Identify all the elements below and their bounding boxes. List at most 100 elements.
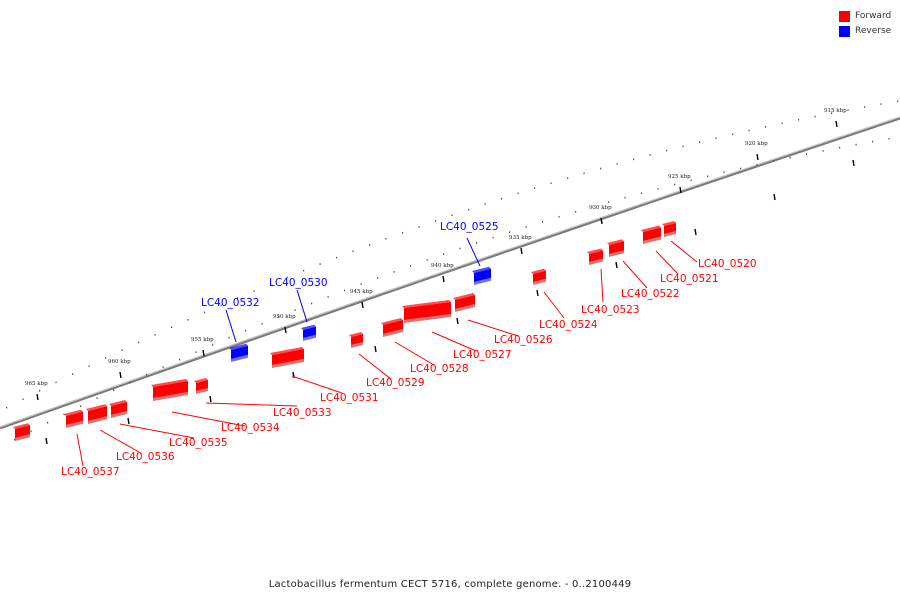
major-tick xyxy=(442,275,445,283)
minor-tick-lower xyxy=(96,397,98,400)
minor-tick-lower xyxy=(756,163,758,166)
gene-feature[interactable] xyxy=(109,400,127,418)
gene-shadow xyxy=(383,329,403,337)
gene-body xyxy=(589,250,603,262)
minor-tick-upper xyxy=(847,109,849,111)
gene-label[interactable]: LC40_0537 xyxy=(61,466,120,478)
leader-line xyxy=(467,319,519,337)
gene-label[interactable]: LC40_0528 xyxy=(410,363,469,375)
gene-label[interactable]: LC40_0536 xyxy=(116,451,175,463)
gene-feature[interactable] xyxy=(402,300,451,323)
gene-feature-unlabeled[interactable] xyxy=(13,423,30,441)
gene-labels: LC40_0520 LC40_0521 LC40_0522 LC40_0523 LC40… xyxy=(61,221,757,478)
gene-shadow xyxy=(196,388,208,394)
gene-label[interactable]: LC40_0530 xyxy=(269,277,328,289)
gene-feature[interactable] xyxy=(64,409,83,428)
gene-feature[interactable] xyxy=(531,268,546,285)
gene-feature[interactable] xyxy=(270,347,304,368)
tick-label: 945 kbp xyxy=(350,289,373,295)
gene-feature[interactable] xyxy=(229,343,248,362)
gene-label[interactable]: LC40_0534 xyxy=(221,422,280,434)
gene-top xyxy=(641,225,661,232)
gene-label[interactable]: LC40_0525 xyxy=(440,221,499,233)
gene-top xyxy=(270,347,304,355)
minor-tick-lower xyxy=(30,430,32,432)
minor-tick-upper xyxy=(765,126,767,128)
major-tick xyxy=(361,301,364,309)
minor-tick-upper xyxy=(402,231,404,234)
minor-tick-upper xyxy=(633,158,635,161)
gene-top xyxy=(229,343,248,350)
genome-caption: Lactobacillus fermentum CECT 5716, compl… xyxy=(268,579,632,590)
gene-label[interactable]: LC40_0532 xyxy=(201,297,260,309)
gene-label[interactable]: LC40_0524 xyxy=(539,319,598,331)
gene-feature[interactable] xyxy=(194,378,208,394)
minor-tick-lower xyxy=(14,438,16,441)
minor-tick-lower xyxy=(657,187,659,190)
minor-tick-upper xyxy=(253,290,255,292)
legend-reverse-label: Reverse xyxy=(855,26,892,36)
major-tick xyxy=(202,349,205,357)
minor-tick-lower xyxy=(690,179,692,182)
gene-label[interactable]: LC40_0523 xyxy=(581,304,640,316)
gene-feature[interactable] xyxy=(662,221,676,237)
gene-body xyxy=(111,402,127,415)
minor-tick-lower xyxy=(344,289,346,292)
gene-feature[interactable] xyxy=(472,266,491,285)
gene-label[interactable]: LC40_0521 xyxy=(660,273,719,285)
minor-tick-upper xyxy=(105,357,107,359)
gene-feature[interactable] xyxy=(587,248,603,266)
gene-body xyxy=(303,326,316,338)
gene-shadow xyxy=(351,342,363,348)
gene-label[interactable]: LC40_0529 xyxy=(366,377,425,389)
leader-line xyxy=(600,268,604,303)
minor-tick-upper xyxy=(286,276,288,279)
minor-tick-lower xyxy=(888,137,890,140)
minor-tick-upper xyxy=(831,112,833,115)
gene-top xyxy=(194,378,208,383)
gene-label[interactable]: LC40_0526 xyxy=(494,334,553,346)
leader-line xyxy=(76,433,84,467)
gene-label[interactable]: LC40_0535 xyxy=(169,437,228,449)
minor-tick-upper xyxy=(418,225,420,228)
major-tick-lower xyxy=(456,317,459,325)
gene-feature[interactable] xyxy=(301,324,316,341)
gene-top xyxy=(472,266,491,273)
leader-line xyxy=(431,331,477,352)
gene-top xyxy=(662,221,676,226)
minor-tick-upper xyxy=(39,389,41,392)
minor-tick-upper xyxy=(435,220,437,222)
gene-body xyxy=(196,380,208,391)
minor-tick-upper xyxy=(715,137,717,140)
gene-feature[interactable] xyxy=(641,225,661,245)
gene-label[interactable]: LC40_0520 xyxy=(698,258,757,270)
gene-feature[interactable] xyxy=(607,239,624,257)
minor-tick-upper xyxy=(649,154,651,156)
gene-feature[interactable] xyxy=(381,318,403,337)
gene-label[interactable]: LC40_0522 xyxy=(621,288,680,300)
tick-label: 925 kbp xyxy=(668,174,691,180)
gene-label[interactable]: LC40_0527 xyxy=(453,349,512,361)
minor-tick-upper xyxy=(468,208,470,211)
gene-top xyxy=(402,300,451,308)
gene-shadow xyxy=(664,231,676,237)
gene-label[interactable]: LC40_0531 xyxy=(320,392,379,404)
minor-tick-lower xyxy=(872,140,874,143)
minor-tick-lower xyxy=(789,156,791,159)
gene-top xyxy=(453,293,475,300)
minor-tick-upper xyxy=(270,283,272,285)
gene-shadow xyxy=(455,304,475,312)
major-tick xyxy=(520,247,523,255)
gene-feature[interactable] xyxy=(349,332,363,348)
gene-label[interactable]: LC40_0533 xyxy=(273,407,332,419)
leader-line xyxy=(543,291,565,319)
minor-tick-lower xyxy=(426,259,428,261)
gene-body xyxy=(15,425,30,438)
minor-tick-upper xyxy=(616,163,618,165)
gene-feature[interactable] xyxy=(151,379,188,401)
gene-feature[interactable] xyxy=(86,404,107,424)
minor-tick-upper xyxy=(517,192,519,195)
tick-label: 940 kbp xyxy=(431,263,454,269)
gene-feature[interactable] xyxy=(453,293,475,312)
gene-shadow xyxy=(153,392,188,401)
